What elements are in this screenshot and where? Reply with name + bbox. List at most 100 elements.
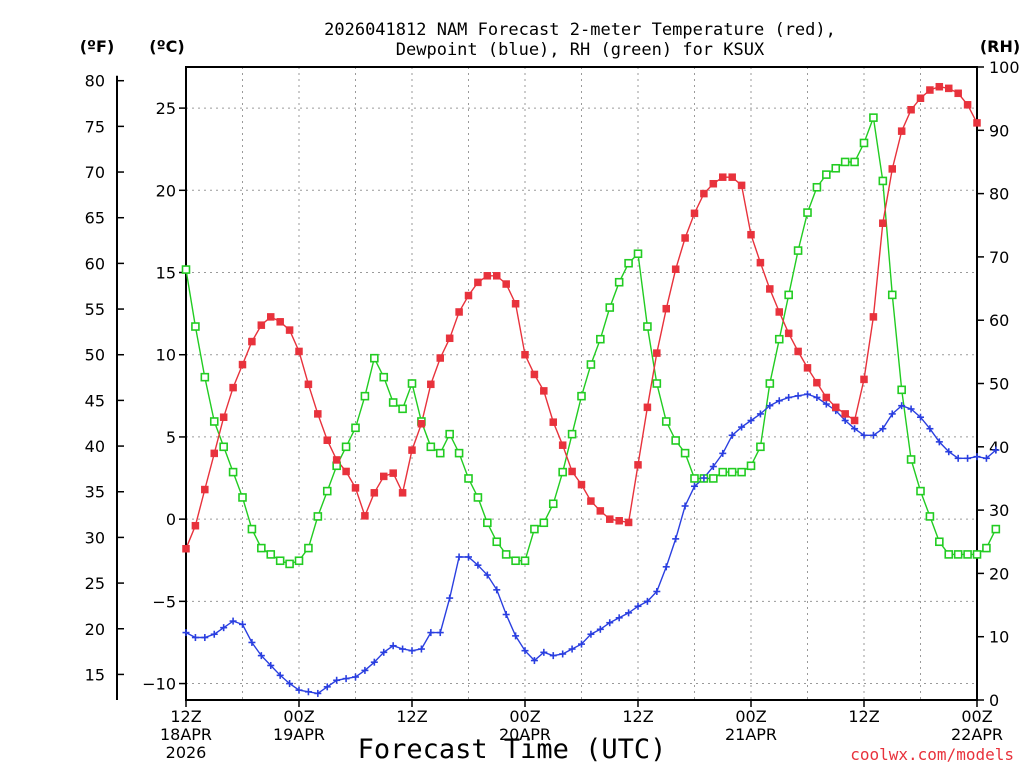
rh-point xyxy=(304,543,313,553)
rh-point xyxy=(483,518,492,528)
rh-point xyxy=(709,474,718,483)
rh-point xyxy=(756,442,765,452)
rh-tick-label: 80 xyxy=(989,185,1009,204)
temperature-point xyxy=(474,278,482,287)
rh-point xyxy=(219,442,228,452)
rh-point xyxy=(831,163,841,173)
rh-point xyxy=(605,303,615,312)
dewpoint-point xyxy=(380,648,388,656)
temperature-point xyxy=(643,403,652,412)
x-axis-title: Forecast Time (UTC) xyxy=(358,734,667,765)
temperature-point xyxy=(775,308,783,316)
temperature-point xyxy=(700,189,708,198)
temperature-point xyxy=(370,489,379,497)
rh-point xyxy=(464,474,473,483)
rh-point xyxy=(511,556,520,566)
temperature-point xyxy=(483,272,492,280)
temperature-point xyxy=(408,446,416,454)
dewpoint-point xyxy=(926,425,934,433)
rh-point xyxy=(869,113,878,122)
x-tick-label: 00Z xyxy=(961,707,992,726)
x-tick-label: 00Z xyxy=(509,707,540,726)
temperature-point xyxy=(879,219,887,227)
dewpoint-point xyxy=(389,642,397,650)
dewpoint-point xyxy=(917,413,924,421)
rh-point xyxy=(916,486,925,496)
dewpoint-point xyxy=(465,553,472,561)
dewpoint-point xyxy=(596,625,604,633)
rh-point xyxy=(765,379,775,388)
dewpoint-point xyxy=(841,416,849,424)
temperature-point xyxy=(351,484,360,492)
dewpoint-point xyxy=(756,410,764,418)
dewpoint-point xyxy=(276,671,284,679)
temperature-point xyxy=(803,364,812,372)
rh-point xyxy=(803,208,812,217)
dewpoint-point xyxy=(540,648,548,656)
rh-point xyxy=(840,157,850,167)
dewpoint-point xyxy=(361,666,369,674)
rh-point xyxy=(793,246,803,255)
temperature-point xyxy=(511,300,520,308)
rh-point xyxy=(774,334,784,344)
x-tick-label: 12Z xyxy=(170,707,201,726)
dewpoint-point xyxy=(982,454,990,462)
dewpoint-point xyxy=(436,629,444,637)
dewpoint-point xyxy=(257,652,265,660)
rh-point xyxy=(727,467,737,477)
temperature-point xyxy=(671,265,680,273)
rh-point xyxy=(897,385,906,395)
x-tick-label: 12Z xyxy=(396,707,427,726)
rh-point xyxy=(351,423,360,433)
dewpoint-point xyxy=(493,586,501,594)
fahrenheit-tick-label: 25 xyxy=(85,574,105,593)
rh-tick-label: 20 xyxy=(989,564,1009,583)
fahrenheit-tick-label: 65 xyxy=(85,209,105,228)
rh-point xyxy=(944,550,954,559)
dewpoint-point xyxy=(766,402,774,410)
temperature-point xyxy=(681,234,689,242)
temperature-point xyxy=(521,350,529,359)
temperature-point xyxy=(389,469,397,477)
dewpoint-point xyxy=(785,393,793,401)
dewpoint-point xyxy=(738,423,746,431)
celsius-tick-label: 25 xyxy=(156,99,176,118)
temperature-point xyxy=(210,449,218,458)
x-tick-label: 21APR xyxy=(725,725,777,744)
temperature-point xyxy=(201,485,209,494)
temperature-point xyxy=(464,291,473,300)
temperature-point xyxy=(963,101,972,109)
rh-point xyxy=(906,455,916,464)
dewpoint-point xyxy=(568,645,576,653)
celsius-tick-label: 15 xyxy=(156,264,176,283)
rh-point xyxy=(266,550,276,559)
rh-tick-label: 60 xyxy=(989,311,1009,330)
dewpoint-point xyxy=(822,400,830,408)
temperature-point xyxy=(624,518,633,527)
rh-point xyxy=(746,461,756,471)
rh-point xyxy=(991,524,1001,534)
rh-point xyxy=(313,512,323,521)
rh-tick-label: 100 xyxy=(989,58,1020,77)
dewpoint-point xyxy=(662,563,670,571)
rh-point xyxy=(435,448,445,458)
dewpoint-point xyxy=(304,688,312,696)
rh-point xyxy=(238,493,247,502)
temperature-point xyxy=(493,272,501,280)
temperature-point xyxy=(766,285,774,293)
rh-point xyxy=(925,512,935,521)
x-tick-label: 00Z xyxy=(735,707,766,726)
x-tick-label: 22APR xyxy=(951,725,1003,744)
rh-unit-label: (RH) xyxy=(980,37,1020,56)
dewpoint-point xyxy=(229,617,237,625)
dewpoint-point xyxy=(559,650,567,658)
temperature-point xyxy=(747,230,755,239)
rh-point xyxy=(690,474,699,483)
temperature-point xyxy=(267,313,275,321)
temperature-point xyxy=(897,127,906,135)
temperature-point xyxy=(332,456,341,464)
rh-point xyxy=(322,486,332,496)
celsius-tick-label: 5 xyxy=(166,428,176,447)
rh-tick-label: 0 xyxy=(989,691,999,710)
temperature-point xyxy=(558,441,567,449)
